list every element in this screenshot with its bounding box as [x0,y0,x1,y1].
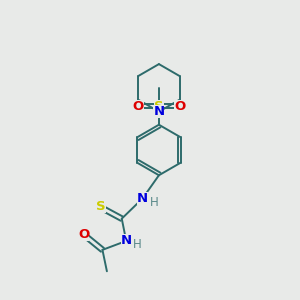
Text: O: O [78,228,89,241]
Text: H: H [149,196,158,208]
Text: O: O [174,100,185,113]
Text: S: S [154,100,164,113]
Text: H: H [133,238,142,251]
Text: N: N [137,192,148,205]
Text: S: S [96,200,106,213]
Text: N: N [153,105,164,118]
Text: N: N [121,235,132,248]
Text: O: O [133,100,144,113]
